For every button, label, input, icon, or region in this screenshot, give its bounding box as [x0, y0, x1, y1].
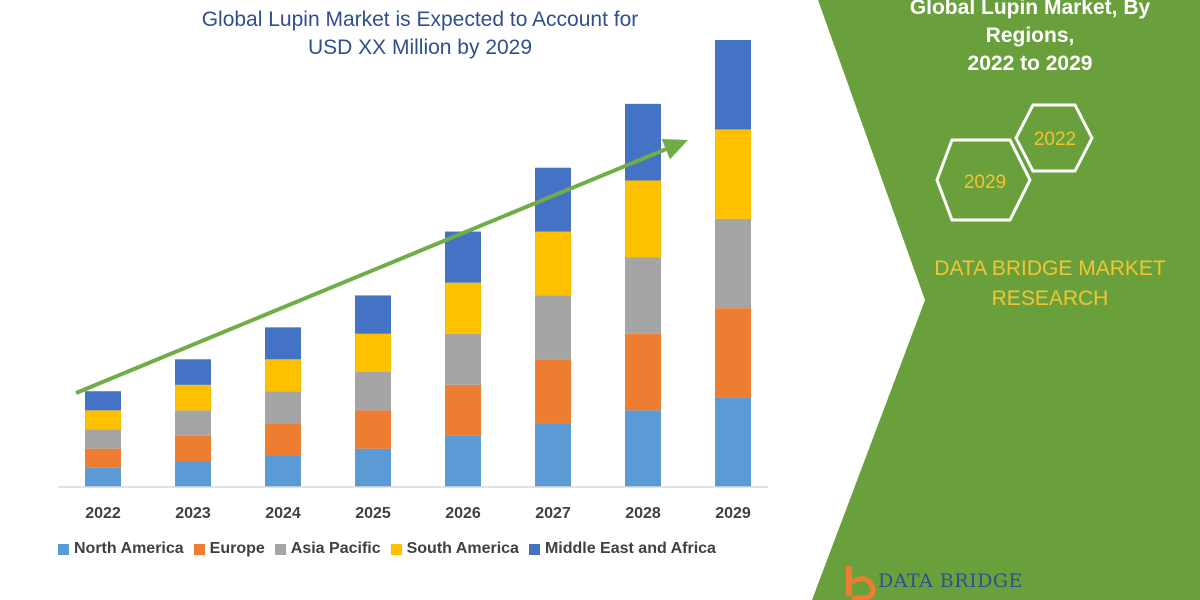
x-tick-label-2025: 2025	[355, 505, 391, 522]
hexagon-2022-label: 2022	[1034, 129, 1076, 150]
chart-title-line2: USD XX Million by 2029	[307, 36, 533, 59]
legend-label: North America	[74, 540, 184, 557]
legend-swatch	[390, 543, 402, 555]
bar-segment-europe-2026	[445, 384, 481, 436]
bar-segment-asia-pacific-2023	[175, 410, 211, 436]
bar-segment-south-america-2023	[175, 384, 211, 411]
bar-segment-europe-2029	[715, 308, 751, 398]
bar-segment-asia-pacific-2027	[535, 295, 571, 360]
bar-segment-asia-pacific-2022	[85, 429, 121, 449]
x-tick-label-2027: 2027	[535, 505, 571, 522]
legend-swatch	[528, 543, 540, 555]
x-tick-label-2028: 2028	[625, 505, 661, 522]
x-tick-label-2024: 2024	[265, 505, 301, 522]
x-axis-tick-labels: 2022 2023 2024 2025 2026 2027 2028 2029	[85, 505, 751, 522]
legend-item-asia-pacific: Asia Pacific	[274, 540, 381, 558]
bar-segment-asia-pacific-2024	[265, 391, 301, 424]
bar-segment-north-america-2027	[535, 423, 571, 487]
legend-swatch	[274, 543, 286, 555]
bar-segment-north-america-2025	[355, 448, 391, 487]
side-panel-background	[812, 0, 1200, 600]
bar-segment-europe-2022	[85, 448, 121, 468]
bar-segment-middle-east-and-africa-2022	[85, 391, 121, 411]
bar-segment-north-america-2028	[625, 410, 661, 487]
chart-legend: North America Europe Asia Pacific South Ame…	[58, 540, 716, 558]
bar-segment-south-america-2026	[445, 282, 481, 334]
x-tick-label-2023: 2023	[175, 505, 211, 522]
trend-arrow	[75, 139, 688, 395]
legend-label: Europe	[209, 540, 265, 557]
bar-segment-asia-pacific-2026	[445, 333, 481, 385]
trend-arrow-shaft	[75, 147, 667, 395]
hexagon-2029-label: 2029	[964, 172, 1006, 193]
bar-segment-south-america-2024	[265, 359, 301, 392]
x-tick-label-2026: 2026	[445, 505, 481, 522]
trend-arrow-head	[661, 139, 688, 160]
legend-swatch	[193, 543, 205, 555]
bar-segment-middle-east-and-africa-2028	[625, 103, 661, 181]
side-panel-title-line1: Global Lupin Market, By Regions,	[909, 0, 1151, 47]
legend-swatch	[58, 543, 69, 555]
legend-item-europe: Europe	[193, 540, 265, 558]
hexagon-2022	[1014, 103, 1094, 173]
bar-segment-south-america-2029	[715, 129, 751, 219]
bar-segment-north-america-2022	[85, 467, 121, 487]
chart-title-line1: Global Lupin Market is Expected to Accou…	[201, 8, 639, 31]
side-panel-title-line2: 2022 to 2029	[967, 52, 1093, 75]
x-tick-label-2029: 2029	[715, 505, 751, 522]
legend-item-middle-east-and-africa: Middle East and Africa	[528, 540, 716, 558]
bar-segment-south-america-2022	[85, 410, 121, 430]
bar-segment-middle-east-and-africa-2023	[175, 359, 211, 385]
bar-series-group	[85, 40, 751, 487]
bar-segment-asia-pacific-2025	[355, 372, 391, 411]
legend-item-south-america: South America	[390, 540, 519, 558]
brand-name: DATA BRIDGE MARKET RESEARCH	[900, 254, 1200, 314]
legend-item-north-america: North America	[58, 540, 184, 558]
logo-text: DATA BRIDGE	[878, 570, 1023, 592]
bar-segment-south-america-2025	[355, 333, 391, 373]
x-tick-label-2022: 2022	[85, 505, 121, 522]
bar-segment-asia-pacific-2028	[625, 257, 661, 334]
hexagon-2029	[935, 138, 1032, 222]
bar-segment-north-america-2024	[265, 455, 301, 487]
bar-segment-middle-east-and-africa-2029	[715, 40, 751, 130]
chart-title: Global Lupin Market is Expected to Accou…	[130, 6, 710, 62]
bar-segment-south-america-2027	[535, 231, 571, 296]
bar-segment-south-america-2028	[625, 180, 661, 258]
bar-segment-north-america-2023	[175, 461, 211, 487]
bar-segment-middle-east-and-africa-2024	[265, 327, 301, 360]
bar-segment-middle-east-and-africa-2025	[355, 295, 391, 334]
legend-label: Middle East and Africa	[544, 540, 716, 557]
bar-segment-europe-2024	[265, 423, 301, 456]
brand-name-line2: RESEARCH	[991, 287, 1109, 310]
bar-segment-europe-2025	[355, 410, 391, 449]
brand-name-line1: DATA BRIDGE MARKET	[934, 257, 1166, 280]
legend-label: South America	[406, 540, 519, 557]
data-bridge-logo-icon	[846, 566, 876, 600]
legend-label: Asia Pacific	[290, 540, 381, 557]
bar-segment-north-america-2029	[715, 397, 751, 487]
side-panel-title: Global Lupin Market, By Regions, 2022 to…	[880, 0, 1180, 78]
bar-segment-asia-pacific-2029	[715, 218, 751, 309]
bar-segment-europe-2027	[535, 359, 571, 424]
bar-segment-europe-2028	[625, 333, 661, 411]
bar-segment-europe-2023	[175, 435, 211, 462]
bar-segment-north-america-2026	[445, 435, 481, 487]
